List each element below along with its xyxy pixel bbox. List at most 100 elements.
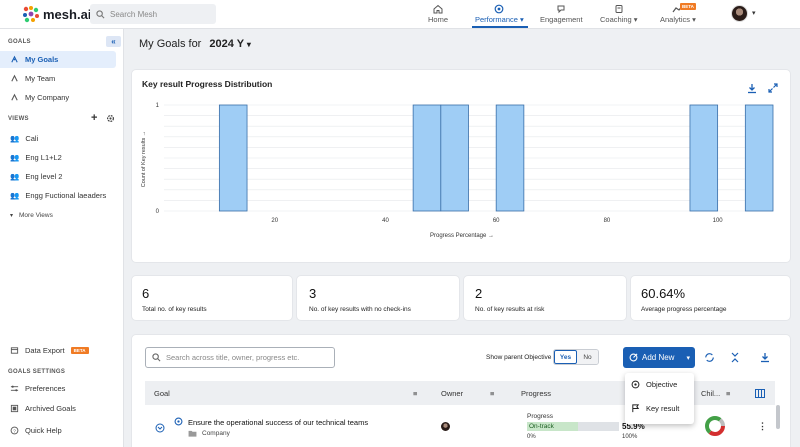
more-views-label: More Views <box>19 212 53 219</box>
add-view-icon[interactable]: + <box>91 112 98 124</box>
help-icon: ? <box>10 426 19 435</box>
sidebar-item-my-company[interactable]: My Company <box>0 89 116 106</box>
refresh-icon[interactable] <box>704 352 715 363</box>
preferences-icon <box>10 385 19 392</box>
search-placeholder: Search Mesh <box>110 9 158 19</box>
sidebar-item-my-goals[interactable]: My Goals <box>0 51 116 68</box>
stat-card-total <box>131 275 293 321</box>
sidebar-item-preferences[interactable]: Preferences <box>0 380 116 397</box>
table-scrollbar[interactable] <box>776 405 780 429</box>
goal-title[interactable]: Ensure the operational success of our te… <box>188 418 369 427</box>
stat-value: 60.64% <box>641 286 686 301</box>
sidebar-item-quick-help[interactable]: ? Quick Help <box>0 422 116 439</box>
nav-engagement-label: Engagement <box>540 15 583 24</box>
add-new-button[interactable]: Add New ▾ <box>623 347 695 368</box>
sidebar-item-label: Data Export <box>25 346 65 355</box>
view-item-label: Engg Fuctional laeaders <box>25 191 107 200</box>
mesh-logo-icon <box>23 6 39 23</box>
nav-analytics-label: Analytics ▾ <box>660 15 696 24</box>
add-new-label: Add New <box>642 353 675 362</box>
view-item-eng-level-2[interactable]: 👥 Eng level 2 <box>0 168 116 185</box>
add-key-result-option[interactable]: Key result <box>631 404 679 413</box>
stat-card-no-checkins <box>296 275 460 321</box>
add-key-result-label: Key result <box>646 404 680 413</box>
chart-bar[interactable] <box>412 104 442 212</box>
chart-bar[interactable] <box>440 104 469 212</box>
users-icon: 👥 <box>10 191 20 200</box>
stat-value: 3 <box>309 286 317 301</box>
views-heading: VIEWS <box>8 116 29 122</box>
filter-icon[interactable]: ≡ <box>490 388 495 398</box>
columns-icon[interactable] <box>755 389 765 398</box>
chart-bar[interactable] <box>218 104 248 212</box>
chart-x-label: Progress Percentage → <box>430 233 494 239</box>
progress-status: On-track <box>529 423 554 430</box>
chart-bar[interactable] <box>689 104 719 212</box>
sidebar-item-my-team[interactable]: My Team <box>0 70 116 87</box>
collapse-sidebar-button[interactable]: « <box>106 36 121 47</box>
row-more-icon[interactable]: ⋮ <box>758 421 767 431</box>
team-goals-icon <box>11 74 18 82</box>
brand-logo[interactable]: mesh.ai <box>22 5 91 23</box>
gear-icon[interactable] <box>106 114 115 123</box>
children-donut-chart[interactable] <box>704 415 726 437</box>
chart-bars <box>218 104 774 212</box>
filter-icon[interactable]: ≡ <box>413 388 418 398</box>
nav-coaching[interactable]: Coaching ▾ <box>600 3 638 24</box>
nav-performance[interactable]: Performance ▾ <box>475 3 524 24</box>
sidebar-item-label: Quick Help <box>25 426 62 435</box>
expand-icon[interactable] <box>768 83 778 93</box>
chart-x-tick-label: 40 <box>382 218 389 224</box>
chevron-down-icon: ▾ <box>633 15 638 24</box>
top-header: mesh.ai Search Mesh Home Performance ▾ E… <box>0 0 800 29</box>
toggle-no[interactable]: No <box>577 350 598 364</box>
sidebar-item-archived-goals[interactable]: Archived Goals <box>0 400 116 417</box>
sidebar-item-label: Archived Goals <box>25 404 76 413</box>
show-parent-toggle[interactable]: Yes No <box>553 349 599 365</box>
nav-coaching-label: Coaching ▾ <box>600 15 638 24</box>
view-item-cali[interactable]: 👥 Cali <box>0 130 116 147</box>
progress-bar: On-track <box>527 422 619 431</box>
folder-icon <box>188 430 197 437</box>
global-search-input[interactable]: Search Mesh <box>90 4 216 24</box>
collapse-rows-icon[interactable] <box>730 351 740 364</box>
owner-avatar[interactable] <box>441 422 450 431</box>
view-item-eng-l1-l2[interactable]: 👥 Eng L1+L2 <box>0 149 116 166</box>
add-objective-option[interactable]: Objective <box>631 380 677 389</box>
chart-bar[interactable] <box>495 104 525 212</box>
nav-home[interactable]: Home <box>428 3 448 24</box>
nav-engagement[interactable]: Engagement <box>540 3 583 24</box>
table-download-icon[interactable] <box>760 352 770 363</box>
column-header-progress[interactable]: Progress <box>521 388 552 398</box>
column-header-goal[interactable]: Goal <box>154 388 170 398</box>
table-search-input[interactable]: Search across title, owner, progress etc… <box>145 347 335 368</box>
analytics-beta-badge: BETA <box>680 3 696 10</box>
search-icon <box>96 9 105 18</box>
year-selector[interactable]: 2024 Y ▾ <box>209 38 251 50</box>
stat-label: No. of key results at risk <box>475 306 545 313</box>
chart-title: Key result Progress Distribution <box>142 79 273 89</box>
toggle-yes[interactable]: Yes <box>554 350 577 364</box>
chart-x-tick-label: 20 <box>271 218 278 224</box>
more-views-toggle[interactable]: ▾ More Views <box>0 207 116 224</box>
show-parent-label: Show parent Objective <box>486 354 552 361</box>
sidebar-item-data-export[interactable]: Data Export BETA <box>0 342 116 359</box>
chevron-down-icon[interactable]: ▾ <box>752 10 756 17</box>
sidebar-item-label: My Company <box>25 93 70 102</box>
target-icon <box>629 353 638 362</box>
performance-icon <box>494 4 504 14</box>
progress-label: Progress <box>527 413 554 420</box>
filter-icon[interactable]: ≡ <box>726 388 731 398</box>
view-item-engg-functional[interactable]: 👥 Engg Fuctional laeaders <box>0 187 116 204</box>
page-title-text: My Goals for <box>139 38 202 50</box>
goals-icon <box>11 55 18 63</box>
users-icon: 👥 <box>10 153 20 162</box>
chart-y-tick-label: 1 <box>156 103 160 109</box>
chart-bar[interactable] <box>744 104 774 212</box>
user-avatar[interactable] <box>731 5 748 22</box>
chart-x-tick-label: 80 <box>604 218 611 224</box>
expand-row-icon[interactable] <box>155 423 165 433</box>
download-icon[interactable] <box>747 83 757 94</box>
column-header-owner[interactable]: Owner <box>441 388 464 398</box>
column-header-children[interactable]: Chil... <box>701 388 721 398</box>
